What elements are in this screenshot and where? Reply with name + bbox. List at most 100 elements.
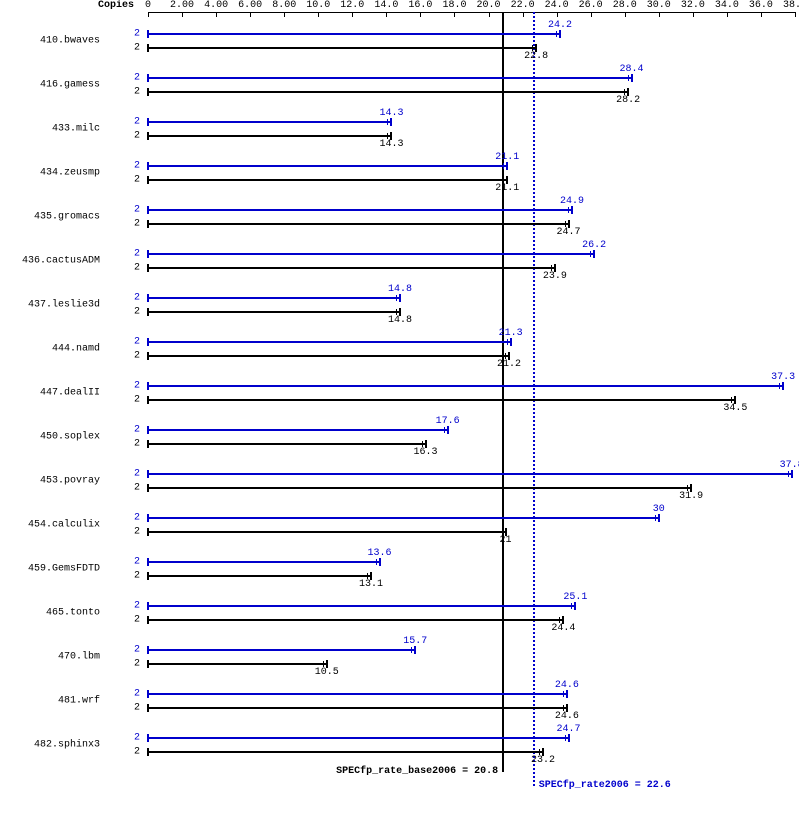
base-value: 21 bbox=[500, 535, 512, 546]
copies-peak: 2 bbox=[0, 205, 140, 216]
base-value: 10.5 bbox=[315, 667, 339, 678]
copies-base: 2 bbox=[0, 571, 140, 582]
copies-base: 2 bbox=[0, 747, 140, 758]
summary-base: SPECfp_rate_base2006 = 20.8 bbox=[336, 766, 498, 777]
peak-value: 24.7 bbox=[557, 724, 581, 735]
peak-bar bbox=[148, 517, 659, 519]
peak-value: 26.2 bbox=[582, 240, 606, 251]
copies-base: 2 bbox=[0, 615, 140, 626]
base-value: 31.9 bbox=[679, 491, 703, 502]
base-bar-start bbox=[147, 484, 149, 492]
x-tick bbox=[795, 12, 796, 17]
x-tick bbox=[557, 12, 558, 17]
x-tick bbox=[727, 12, 728, 17]
peak-bar-end bbox=[782, 382, 784, 390]
peak-bar-tick bbox=[503, 163, 504, 169]
peak-bar-start bbox=[147, 558, 149, 566]
peak-bar-start bbox=[147, 646, 149, 654]
x-tick bbox=[625, 12, 626, 17]
x-tick bbox=[591, 12, 592, 17]
summary-peak: SPECfp_rate2006 = 22.6 bbox=[539, 780, 671, 791]
peak-bar bbox=[148, 253, 594, 255]
base-bar-start bbox=[147, 88, 149, 96]
x-tick bbox=[693, 12, 694, 17]
base-bar bbox=[148, 91, 628, 93]
base-bar-start bbox=[147, 308, 149, 316]
base-bar-start bbox=[147, 572, 149, 580]
peak-value: 24.9 bbox=[560, 196, 584, 207]
copies-base: 2 bbox=[0, 703, 140, 714]
x-tick-label: 22.0 bbox=[511, 0, 535, 11]
peak-bar bbox=[148, 605, 575, 607]
peak-bar-start bbox=[147, 250, 149, 258]
base-bar-start bbox=[147, 396, 149, 404]
peak-bar bbox=[148, 561, 380, 563]
peak-bar-tick bbox=[387, 119, 388, 125]
base-bar bbox=[148, 707, 567, 709]
peak-bar-tick bbox=[411, 647, 412, 653]
base-bar bbox=[148, 443, 426, 445]
copies-base: 2 bbox=[0, 351, 140, 362]
base-value: 14.8 bbox=[388, 315, 412, 326]
peak-bar-end bbox=[510, 338, 512, 346]
base-bar bbox=[148, 619, 563, 621]
base-value: 16.3 bbox=[414, 447, 438, 458]
peak-bar-tick bbox=[376, 559, 377, 565]
copies-peak: 2 bbox=[0, 645, 140, 656]
peak-value: 24.2 bbox=[548, 20, 572, 31]
base-bar-start bbox=[147, 220, 149, 228]
x-tick bbox=[318, 12, 319, 17]
base-bar bbox=[148, 663, 327, 665]
peak-bar-start bbox=[147, 382, 149, 390]
x-tick-label: 6.00 bbox=[238, 0, 262, 11]
base-value: 28.2 bbox=[616, 95, 640, 106]
peak-bar-end bbox=[593, 250, 595, 258]
copies-base: 2 bbox=[0, 131, 140, 142]
peak-bar-start bbox=[147, 602, 149, 610]
base-bar bbox=[148, 267, 555, 269]
copies-base: 2 bbox=[0, 483, 140, 494]
copies-base: 2 bbox=[0, 219, 140, 230]
copies-peak: 2 bbox=[0, 513, 140, 524]
copies-peak: 2 bbox=[0, 557, 140, 568]
base-value: 21.1 bbox=[495, 183, 519, 194]
peak-value: 37.8 bbox=[780, 460, 799, 471]
copies-peak: 2 bbox=[0, 601, 140, 612]
x-tick-label: 18.0 bbox=[442, 0, 466, 11]
x-tick-label: 0 bbox=[145, 0, 151, 11]
base-value: 24.4 bbox=[551, 623, 575, 634]
base-bar-start bbox=[147, 264, 149, 272]
axis-title: Copies bbox=[98, 0, 134, 11]
base-bar-start bbox=[147, 660, 149, 668]
base-bar bbox=[148, 311, 400, 313]
peak-value: 14.8 bbox=[388, 284, 412, 295]
x-tick-label: 8.00 bbox=[272, 0, 296, 11]
x-tick-label: 32.0 bbox=[681, 0, 705, 11]
peak-bar-tick bbox=[628, 75, 629, 81]
peak-bar-tick bbox=[444, 427, 445, 433]
base-value: 21.2 bbox=[497, 359, 521, 370]
x-tick bbox=[250, 12, 251, 17]
x-tick bbox=[420, 12, 421, 17]
base-bar bbox=[148, 47, 536, 49]
peak-bar-tick bbox=[788, 471, 789, 477]
peak-value: 15.7 bbox=[403, 636, 427, 647]
x-tick-label: 34.0 bbox=[715, 0, 739, 11]
x-tick bbox=[216, 12, 217, 17]
base-bar bbox=[148, 179, 507, 181]
peak-bar-start bbox=[147, 514, 149, 522]
peak-value: 37.3 bbox=[771, 372, 795, 383]
base-value: 24.6 bbox=[555, 711, 579, 722]
base-value: 14.3 bbox=[379, 139, 403, 150]
peak-bar-end bbox=[566, 690, 568, 698]
base-bar-start bbox=[147, 528, 149, 536]
peak-bar bbox=[148, 33, 560, 35]
peak-bar-end bbox=[568, 734, 570, 742]
copies-base: 2 bbox=[0, 175, 140, 186]
base-value: 13.1 bbox=[359, 579, 383, 590]
x-tick bbox=[761, 12, 762, 17]
base-bar bbox=[148, 751, 543, 753]
peak-bar-start bbox=[147, 734, 149, 742]
peak-bar-start bbox=[147, 118, 149, 126]
peak-bar-start bbox=[147, 30, 149, 38]
